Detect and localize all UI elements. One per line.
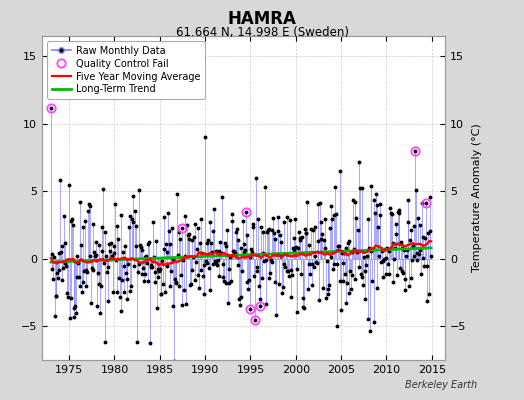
Text: 61.664 N, 14.998 E (Sweden): 61.664 N, 14.998 E (Sweden) — [176, 26, 348, 39]
Legend: Raw Monthly Data, Quality Control Fail, Five Year Moving Average, Long-Term Tren: Raw Monthly Data, Quality Control Fail, … — [47, 41, 205, 99]
Text: Berkeley Earth: Berkeley Earth — [405, 380, 477, 390]
Text: HAMRA: HAMRA — [227, 10, 297, 28]
Y-axis label: Temperature Anomaly (°C): Temperature Anomaly (°C) — [472, 124, 482, 272]
